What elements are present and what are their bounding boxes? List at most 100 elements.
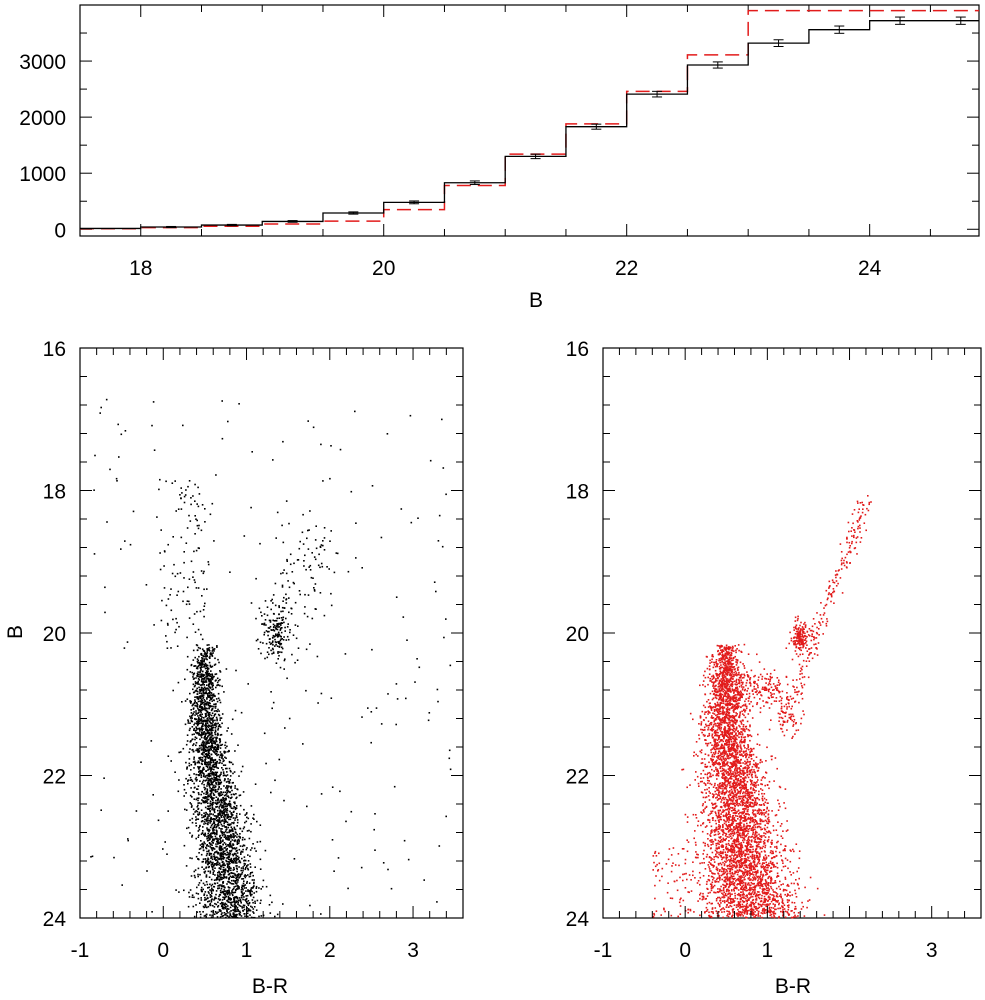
- data-point: [209, 826, 212, 829]
- data-point: [216, 876, 219, 879]
- data-point: [206, 835, 208, 838]
- data-point: [235, 879, 238, 882]
- data-point: [251, 451, 253, 453]
- data-point: [225, 828, 228, 830]
- data-point: [214, 859, 217, 862]
- data-point: [171, 482, 174, 484]
- data-point: [719, 767, 721, 770]
- br-scatter-points: [652, 495, 872, 919]
- data-point: [246, 882, 248, 884]
- data-point: [742, 774, 745, 776]
- data-point: [200, 711, 202, 714]
- data-point: [220, 866, 223, 868]
- data-point: [289, 629, 291, 631]
- data-point: [206, 838, 208, 840]
- data-point: [214, 722, 217, 725]
- data-point: [274, 582, 277, 585]
- data-point: [214, 897, 216, 900]
- data-point: [195, 825, 198, 827]
- data-point: [163, 550, 166, 552]
- data-point: [243, 864, 246, 867]
- data-point: [200, 776, 203, 778]
- data-point: [278, 640, 280, 643]
- data-point: [191, 714, 194, 716]
- data-point: [275, 625, 278, 628]
- data-point: [330, 697, 333, 699]
- data-point: [230, 869, 232, 872]
- data-point: [205, 707, 207, 710]
- data-point: [733, 785, 736, 787]
- data-point: [226, 767, 228, 770]
- data-point: [212, 780, 215, 782]
- data-point: [233, 891, 235, 894]
- data-point: [222, 852, 225, 854]
- data-point: [191, 671, 193, 674]
- data-point: [194, 722, 196, 725]
- data-point: [202, 728, 204, 730]
- data-point: [261, 885, 264, 888]
- data-point: [244, 915, 246, 917]
- data-point: [298, 590, 301, 592]
- data-point: [232, 862, 235, 864]
- data-point: [202, 800, 204, 802]
- data-point: [201, 694, 204, 696]
- data-point: [238, 775, 240, 777]
- data-point: [123, 647, 126, 649]
- data-point: [199, 902, 201, 904]
- data-point: [285, 602, 288, 604]
- data-point: [216, 857, 219, 859]
- data-point: [322, 540, 324, 542]
- data-point: [255, 885, 258, 888]
- data-point: [186, 827, 188, 830]
- data-point: [734, 763, 737, 766]
- top-error-bar: [530, 153, 541, 160]
- data-point: [711, 802, 713, 805]
- data-point: [239, 833, 241, 835]
- data-point: [193, 727, 195, 730]
- data-point: [769, 846, 772, 848]
- data-point: [180, 497, 182, 499]
- data-point: [197, 858, 199, 860]
- data-point: [207, 781, 210, 784]
- data-point: [212, 682, 214, 685]
- data-point: [206, 684, 208, 686]
- data-point: [218, 819, 221, 822]
- y-tick-label: 18: [43, 481, 66, 504]
- data-point: [772, 903, 775, 905]
- data-point: [172, 618, 174, 621]
- data-point: [294, 661, 296, 664]
- data-point: [710, 759, 713, 761]
- data-point: [703, 862, 705, 864]
- data-point: [186, 655, 189, 658]
- data-point: [206, 763, 208, 766]
- data-point: [210, 817, 213, 820]
- data-point: [228, 767, 231, 770]
- data-point: [242, 893, 244, 896]
- data-point: [255, 909, 258, 911]
- data-point: [243, 892, 245, 894]
- data-point: [203, 692, 205, 695]
- data-point: [196, 644, 199, 647]
- data-point: [199, 647, 201, 650]
- data-point: [225, 916, 227, 919]
- data-point: [237, 858, 239, 860]
- data-point: [202, 723, 204, 725]
- data-point: [231, 828, 233, 830]
- data-point: [211, 688, 213, 691]
- data-point: [211, 650, 214, 652]
- data-point: [205, 881, 208, 883]
- data-point: [214, 902, 216, 905]
- data-point: [274, 638, 276, 641]
- data-point: [228, 761, 231, 764]
- data-point: [103, 777, 105, 779]
- data-point: [214, 789, 216, 792]
- data-point: [211, 646, 214, 649]
- data-point: [228, 824, 230, 826]
- data-point: [239, 911, 242, 914]
- data-point: [204, 746, 207, 748]
- data-point: [199, 697, 202, 700]
- data-point: [221, 878, 223, 880]
- data-point: [742, 820, 744, 822]
- data-point: [783, 802, 785, 804]
